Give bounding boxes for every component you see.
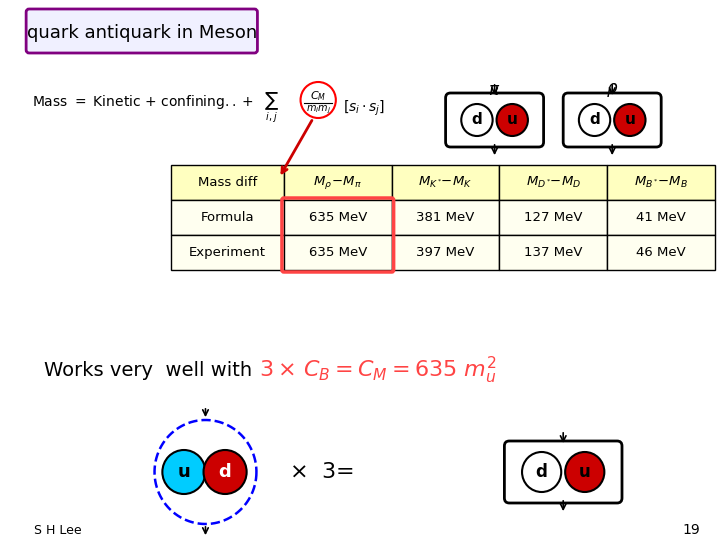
Text: d: d bbox=[219, 463, 231, 481]
FancyBboxPatch shape bbox=[446, 93, 544, 147]
Text: quark antiquark in Meson: quark antiquark in Meson bbox=[27, 24, 257, 42]
Text: 381 MeV: 381 MeV bbox=[416, 211, 474, 224]
Text: d: d bbox=[589, 112, 600, 127]
Text: $M_{K^*}\!\!-\!M_K$: $M_{K^*}\!\!-\!M_K$ bbox=[418, 175, 473, 190]
Circle shape bbox=[522, 452, 561, 492]
Bar bbox=[171, 165, 284, 200]
Text: d: d bbox=[472, 112, 482, 127]
Text: $\pi$: $\pi$ bbox=[488, 81, 500, 99]
Circle shape bbox=[300, 82, 336, 118]
Text: Works very  well with: Works very well with bbox=[44, 361, 252, 380]
Text: 635 MeV: 635 MeV bbox=[309, 211, 367, 224]
Bar bbox=[284, 200, 392, 235]
Text: d: d bbox=[536, 463, 548, 481]
Text: $M_{D^*}\!\!-\!M_D$: $M_{D^*}\!\!-\!M_D$ bbox=[526, 175, 581, 190]
Text: $3\times$: $3\times$ bbox=[259, 360, 295, 380]
Text: $C_B = C_M = 635\ m_u^2$: $C_B = C_M = 635\ m_u^2$ bbox=[304, 354, 497, 386]
Text: 137 MeV: 137 MeV bbox=[524, 246, 582, 259]
Text: Experiment: Experiment bbox=[189, 246, 266, 259]
Text: u: u bbox=[178, 463, 190, 481]
Text: 46 MeV: 46 MeV bbox=[636, 246, 686, 259]
Circle shape bbox=[579, 104, 611, 136]
Bar bbox=[607, 235, 715, 270]
Text: 397 MeV: 397 MeV bbox=[416, 246, 474, 259]
Text: Mass diff: Mass diff bbox=[198, 176, 257, 189]
Text: $[s_i \cdot s_j]$: $[s_i \cdot s_j]$ bbox=[343, 98, 385, 118]
FancyBboxPatch shape bbox=[563, 93, 661, 147]
Text: $m_i m_j$: $m_i m_j$ bbox=[306, 104, 330, 116]
Bar bbox=[500, 165, 607, 200]
Text: $M_\rho\!-\!M_\pi$: $M_\rho\!-\!M_\pi$ bbox=[313, 174, 362, 191]
Bar bbox=[392, 235, 500, 270]
Bar bbox=[171, 235, 284, 270]
Bar bbox=[500, 235, 607, 270]
Circle shape bbox=[462, 104, 492, 136]
Text: 41 MeV: 41 MeV bbox=[636, 211, 686, 224]
Circle shape bbox=[497, 104, 528, 136]
Circle shape bbox=[565, 452, 604, 492]
Bar bbox=[284, 235, 392, 270]
Bar bbox=[284, 165, 392, 200]
Bar bbox=[392, 165, 500, 200]
Text: 635 MeV: 635 MeV bbox=[309, 246, 367, 259]
Bar bbox=[607, 165, 715, 200]
FancyBboxPatch shape bbox=[505, 441, 622, 503]
Text: u: u bbox=[579, 463, 590, 481]
Text: $M_{B^*}\!\!-\!M_B$: $M_{B^*}\!\!-\!M_B$ bbox=[634, 175, 688, 190]
Text: $\rho$: $\rho$ bbox=[606, 81, 618, 99]
Bar bbox=[500, 200, 607, 235]
Text: Formula: Formula bbox=[201, 211, 254, 224]
Circle shape bbox=[204, 450, 247, 494]
Text: Mass $=$ Kinetic $+$ confining$..+$  $\sum_{i,j}$: Mass $=$ Kinetic $+$ confining$..+$ $\su… bbox=[32, 91, 279, 125]
Text: u: u bbox=[624, 112, 635, 127]
Bar bbox=[392, 200, 500, 235]
Text: $C_M$: $C_M$ bbox=[310, 89, 326, 103]
Text: 19: 19 bbox=[683, 523, 701, 537]
Text: 127 MeV: 127 MeV bbox=[524, 211, 582, 224]
Text: S H Lee: S H Lee bbox=[34, 523, 81, 537]
Circle shape bbox=[614, 104, 646, 136]
Circle shape bbox=[163, 450, 205, 494]
Bar bbox=[171, 200, 284, 235]
Bar bbox=[607, 200, 715, 235]
Text: u: u bbox=[507, 112, 518, 127]
FancyBboxPatch shape bbox=[26, 9, 258, 53]
Text: $\times$  3=: $\times$ 3= bbox=[289, 462, 354, 482]
